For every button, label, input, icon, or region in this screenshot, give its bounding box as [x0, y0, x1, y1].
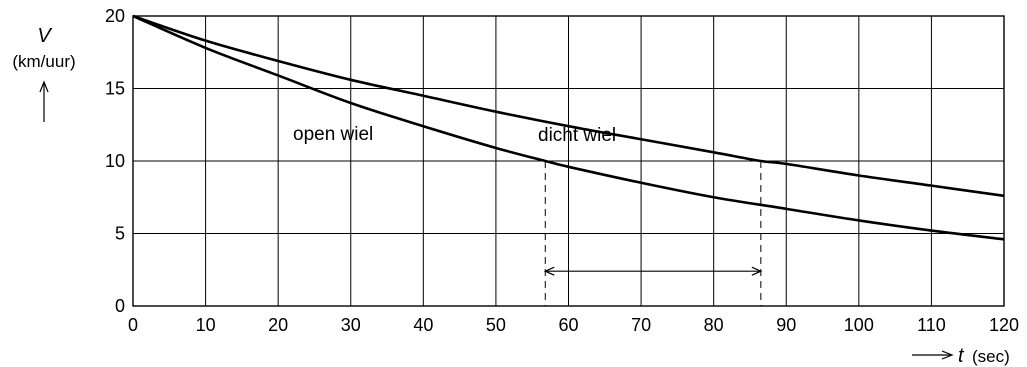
y-axis-symbol: V [37, 25, 52, 47]
x-tick-label: 20 [268, 315, 288, 335]
x-tick-label: 110 [917, 315, 946, 335]
y-tick-label: 15 [105, 79, 125, 99]
x-tick-label: 60 [558, 315, 578, 335]
plot-frame [132, 15, 1005, 307]
x-tick-label: 50 [486, 315, 506, 335]
y-axis-arrow-icon [39, 80, 49, 122]
y-tick-label: 0 [115, 296, 125, 316]
x-tick-label: 100 [844, 315, 874, 335]
x-tick-label: 80 [704, 315, 724, 335]
series-label-open-wiel: open wiel [293, 124, 373, 145]
x-tick-label: 40 [413, 315, 433, 335]
interval-arrow-left-head [543, 266, 555, 276]
series-lines [132, 14, 1005, 241]
x-tick-label: 10 [196, 315, 216, 335]
y-tick-label: 10 [105, 151, 125, 171]
time-interval-arrow [543, 266, 763, 276]
tick-labels: 0 10 20 30 40 50 60 70 80 90 100 110 120 0 5 10 15 20 [105, 6, 1019, 335]
y-tick-label: 20 [105, 6, 125, 26]
x-tick-label: 90 [776, 315, 796, 335]
x-axis-arrow-icon [912, 350, 954, 360]
series-line-open-wiel [132, 14, 1005, 241]
dashed-guides [544, 161, 762, 306]
y-tick-label: 5 [115, 224, 125, 244]
x-tick-label: 120 [989, 315, 1019, 335]
x-tick-label: 30 [341, 315, 361, 335]
interval-arrow-right-head [751, 266, 763, 276]
series-line-dicht-wiel [132, 14, 1005, 198]
grid [133, 16, 1004, 306]
x-tick-label: 0 [128, 315, 138, 335]
y-axis-unit: (km/uur) [12, 52, 75, 71]
x-tick-label: 70 [631, 315, 651, 335]
x-axis-unit: (sec) [972, 347, 1010, 366]
series-label-dicht-wiel: dicht wiel [538, 125, 616, 146]
x-axis-symbol: t [958, 345, 965, 367]
